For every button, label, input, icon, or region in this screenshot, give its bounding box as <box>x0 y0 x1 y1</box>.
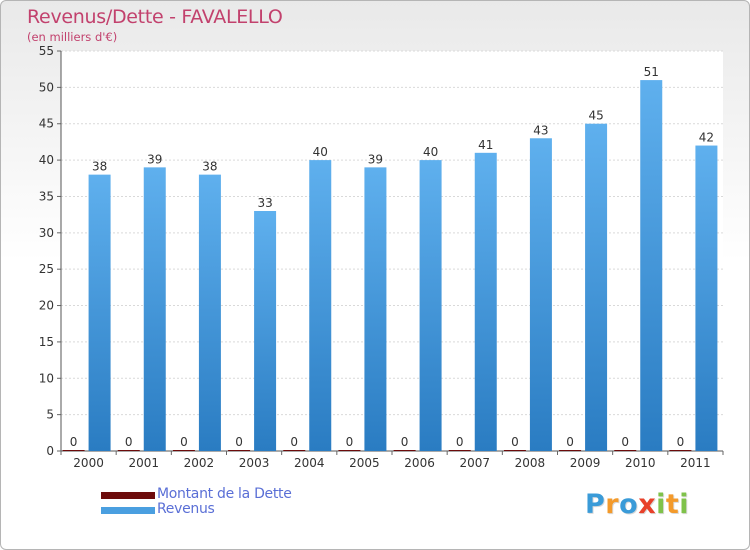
legend-label-revenus: Revenus <box>157 501 215 517</box>
data-label-revenus: 51 <box>644 65 659 79</box>
y-tick-label: 45 <box>39 117 54 131</box>
y-tick-label: 15 <box>39 335 54 349</box>
x-tick-label: 2010 <box>625 456 656 470</box>
x-tick-label: 2002 <box>184 456 215 470</box>
data-label-dette: 0 <box>235 435 243 449</box>
y-tick-label: 0 <box>46 444 54 458</box>
y-tick-label: 30 <box>39 226 54 240</box>
data-label-revenus: 40 <box>423 145 438 159</box>
data-label-dette: 0 <box>401 435 409 449</box>
chart-title: Revenus/Dette - FAVALELLO <box>27 6 283 28</box>
bar-dette <box>338 450 361 451</box>
bar-dette <box>172 450 195 451</box>
plot-area <box>61 51 723 451</box>
logo-letter: i <box>656 489 666 520</box>
x-tick-label: 2006 <box>404 456 435 470</box>
x-tick-label: 2011 <box>680 456 711 470</box>
x-tick-label: 2004 <box>294 456 325 470</box>
bar-revenus <box>364 167 387 451</box>
logo-letter: r <box>605 489 620 520</box>
data-label-dette: 0 <box>511 435 519 449</box>
y-tick-label: 50 <box>39 80 54 94</box>
y-tick-label: 40 <box>39 153 54 167</box>
legend-swatch-revenus <box>101 507 155 514</box>
bar-dette <box>117 450 140 451</box>
data-label-dette: 0 <box>566 435 574 449</box>
bar-revenus <box>419 160 442 451</box>
bar-revenus <box>695 145 718 451</box>
x-tick-label: 2008 <box>515 456 546 470</box>
logo-letter: o <box>619 489 639 520</box>
data-label-revenus: 38 <box>202 160 217 174</box>
x-tick-label: 2005 <box>349 456 380 470</box>
data-label-revenus: 39 <box>368 152 383 166</box>
data-label-revenus: 38 <box>92 160 107 174</box>
data-label-dette: 0 <box>180 435 188 449</box>
bar-dette <box>614 450 637 451</box>
bar-dette <box>62 450 85 451</box>
y-tick-label: 35 <box>39 189 54 203</box>
bar-revenus <box>585 123 608 452</box>
logo-letter: t <box>665 489 680 520</box>
legend-swatch-dette <box>101 492 155 499</box>
data-label-revenus: 45 <box>588 109 603 123</box>
bar-revenus <box>474 152 497 451</box>
y-tick-label: 20 <box>39 299 54 313</box>
data-label-dette: 0 <box>125 435 133 449</box>
bar-revenus <box>198 174 221 452</box>
data-label-dette: 0 <box>621 435 629 449</box>
data-label-revenus: 39 <box>147 152 162 166</box>
bar-dette <box>559 450 582 451</box>
bar-revenus <box>529 138 552 452</box>
logo-letter: x <box>638 489 657 520</box>
y-tick-label: 55 <box>39 44 54 58</box>
x-tick-label: 2009 <box>570 456 601 470</box>
data-label-revenus: 43 <box>533 123 548 137</box>
bar-dette <box>669 450 692 451</box>
x-tick-label: 2001 <box>128 456 159 470</box>
data-label-revenus: 33 <box>257 196 272 210</box>
data-label-revenus: 41 <box>478 138 493 152</box>
data-label-dette: 0 <box>290 435 298 449</box>
logo-letter: P <box>585 489 606 520</box>
x-tick-label: 2007 <box>459 456 490 470</box>
bar-dette <box>503 450 526 451</box>
data-label-dette: 0 <box>677 435 685 449</box>
bar-revenus <box>309 160 332 451</box>
logo-letter: i <box>679 489 690 520</box>
bar-dette <box>393 450 416 451</box>
x-tick-label: 2003 <box>239 456 270 470</box>
y-tick-label: 5 <box>46 408 54 422</box>
bar-revenus <box>143 167 166 451</box>
legend-label-dette: Montant de la Dette <box>157 486 292 502</box>
data-label-revenus: 40 <box>313 145 328 159</box>
y-tick-label: 25 <box>39 262 54 276</box>
proxiti-logo: Proxiti <box>585 489 689 520</box>
data-label-dette: 0 <box>456 435 464 449</box>
bar-dette <box>448 450 471 451</box>
bar-dette <box>283 450 306 451</box>
data-label-dette: 0 <box>346 435 354 449</box>
y-tick-label: 10 <box>39 371 54 385</box>
x-tick-label: 2000 <box>73 456 104 470</box>
data-label-dette: 0 <box>70 435 78 449</box>
bar-revenus <box>640 80 663 451</box>
chart-subtitle: (en milliers d'€) <box>27 30 118 44</box>
bar-dette <box>228 450 251 451</box>
bar-revenus <box>88 174 111 452</box>
bar-revenus <box>254 211 277 451</box>
data-label-revenus: 42 <box>699 131 714 145</box>
